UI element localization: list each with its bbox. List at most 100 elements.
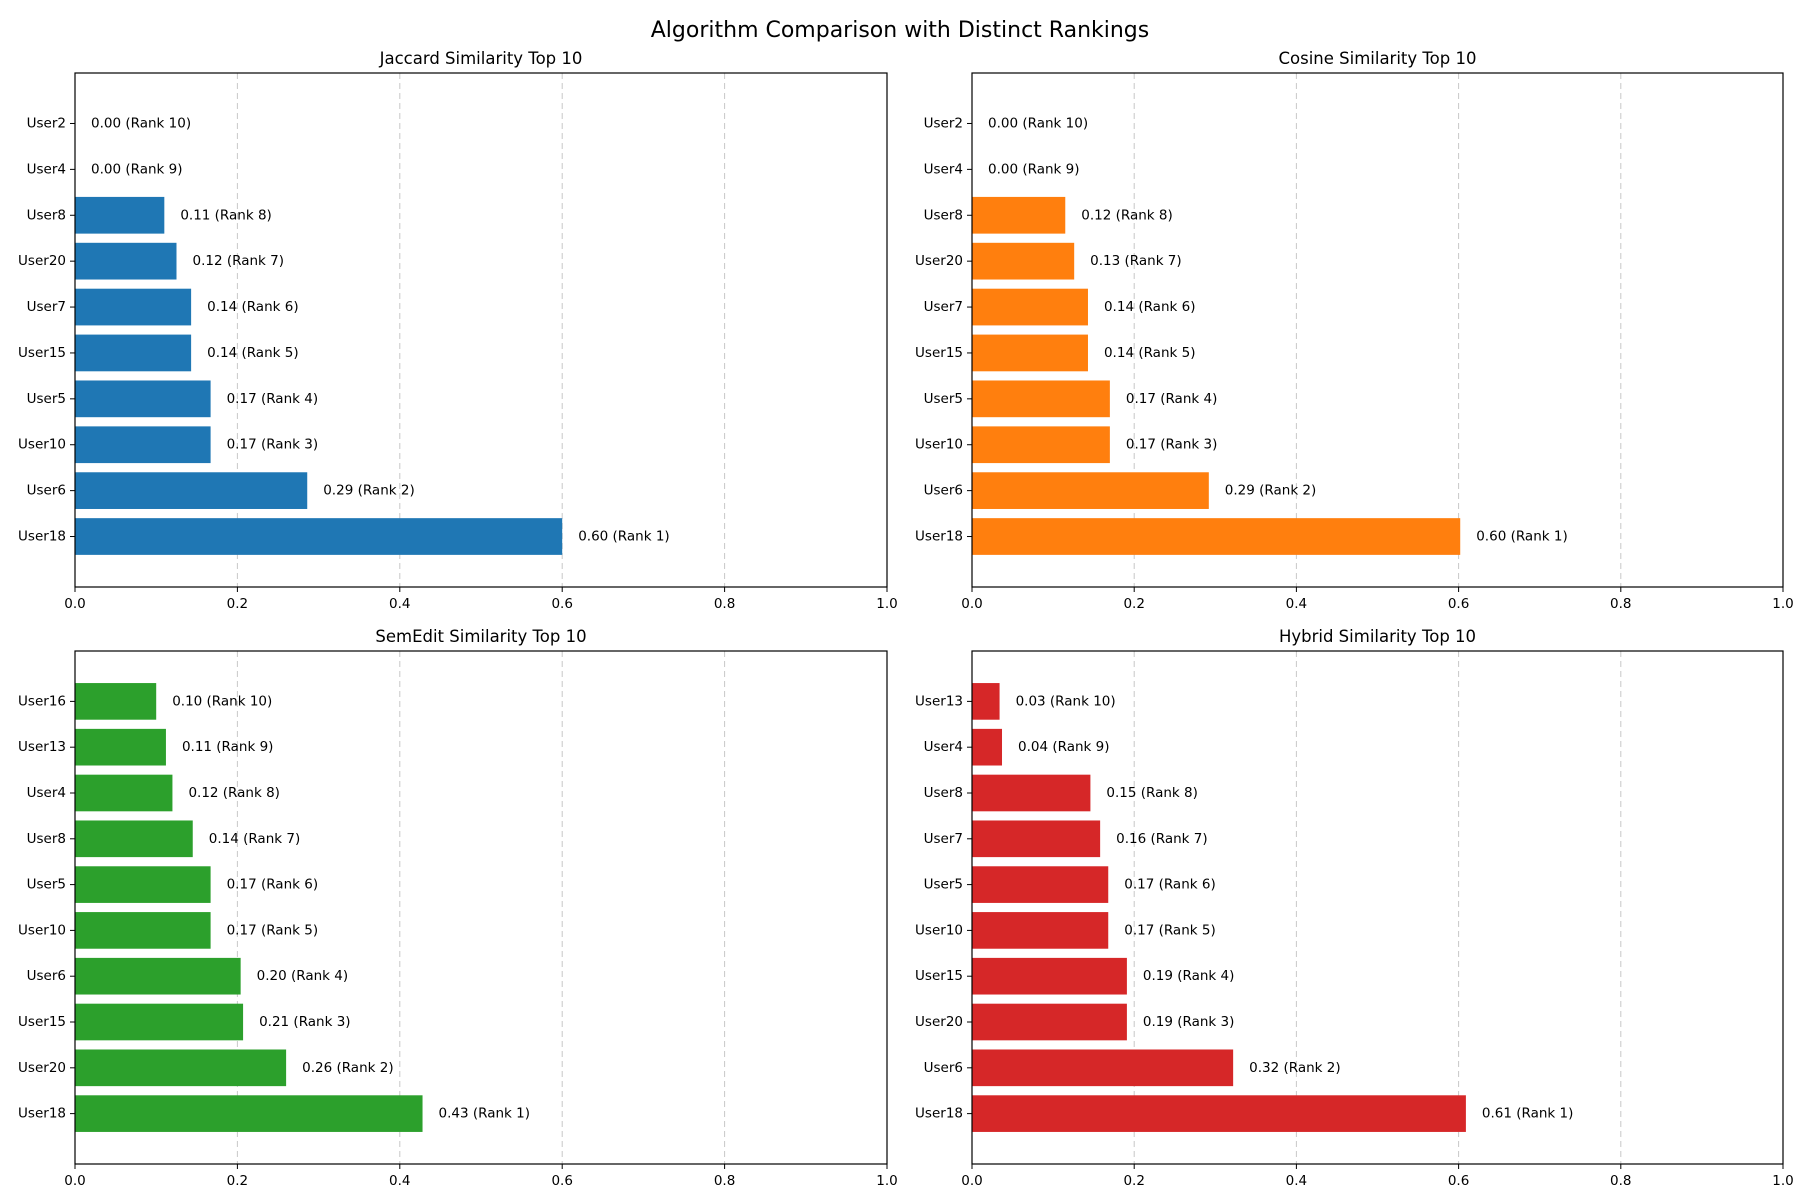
y-tick-label: User4 [27,161,66,177]
bar-user20 [75,1049,287,1087]
data-label: 0.17 (Rank 3) [1126,437,1218,453]
x-tick-label: 0.4 [389,1173,410,1189]
bar-user10 [972,912,1109,949]
bar-user7 [972,820,1101,858]
bar-user20 [75,242,177,280]
data-label: 0.15 (Rank 8) [1106,785,1198,801]
data-label: 0.03 (Rank 10) [1016,693,1116,709]
y-tick-label: User15 [18,345,66,361]
y-tick-label: User4 [924,161,963,177]
axes-frame [74,650,888,1165]
bar-user15 [75,334,192,372]
bar-user6 [75,957,241,995]
bar-user6 [972,1049,1234,1087]
axes-frame [74,72,888,588]
y-tick-label: User18 [915,529,963,545]
y-tick-label: User7 [924,299,963,315]
y-tick-label: User10 [915,437,963,453]
bar-user10 [75,912,211,949]
y-tick-label: User15 [915,345,963,361]
chart-title: Hybrid Similarity Top 10 [1279,627,1476,646]
x-tick-label: 0.4 [1286,1173,1307,1189]
y-tick-label: User8 [27,831,66,847]
bar-user15 [972,957,1127,995]
data-label: 0.11 (Rank 9) [182,739,274,755]
data-label: 0.32 (Rank 2) [1249,1060,1341,1076]
x-tick-label: 0.2 [227,596,248,612]
y-tick-label: User8 [924,207,963,223]
data-label: 0.17 (Rank 3) [227,437,319,453]
y-tick-label: User20 [18,1060,66,1076]
x-tick-label: 0.8 [1610,1173,1631,1189]
data-label: 0.20 (Rank 4) [257,968,349,984]
y-tick-label: User18 [18,529,66,545]
y-tick-label: User10 [18,922,66,938]
bar-user8 [75,820,193,858]
y-tick-label: User15 [18,1014,66,1030]
bar-user13 [75,728,166,766]
data-label: 0.12 (Rank 8) [1081,207,1173,223]
chart-title: Jaccard Similarity Top 10 [379,49,583,68]
y-tick-label: User4 [924,739,963,755]
y-tick-label: User16 [18,693,66,709]
bar-user6 [75,472,308,509]
y-tick-label: User5 [27,391,66,407]
chart-panel-hybrid-similarity: User13 0.03 (Rank 10) User4 0.04 (Rank 9) Us… [915,627,1794,1189]
bar-user5 [75,380,211,418]
bar-user18 [972,518,1461,555]
x-tick-label: 0.8 [714,1173,735,1189]
bar-user8 [75,196,165,234]
data-label: 0.19 (Rank 4) [1143,968,1235,984]
data-label: 0.19 (Rank 3) [1143,1014,1235,1030]
data-label: 0.00 (Rank 9) [988,161,1080,177]
data-label: 0.00 (Rank 10) [91,115,191,131]
x-tick-label: 0.6 [1448,596,1469,612]
x-tick-label: 0.2 [227,1173,248,1189]
x-tick-label: 0.0 [64,596,85,612]
y-tick-label: User13 [915,693,963,709]
data-label: 0.14 (Rank 5) [207,345,299,361]
x-tick-label: 0.6 [551,1173,572,1189]
y-tick-label: User6 [924,1060,963,1076]
chart-panel-jaccard-similarity: User2 0.00 (Rank 10) User4 0.00 (Rank 9) Use… [18,49,898,612]
y-tick-label: User5 [924,391,963,407]
y-tick-label: User4 [27,785,66,801]
y-tick-label: User20 [915,253,963,269]
data-label: 0.14 (Rank 6) [207,299,299,315]
data-label: 0.17 (Rank 4) [1126,391,1218,407]
bar-user4 [75,774,173,812]
data-label: 0.16 (Rank 7) [1116,831,1208,847]
axes-frame [971,72,1784,588]
bar-user18 [972,1095,1466,1132]
bar-user8 [972,774,1091,812]
x-tick-label: 0.2 [1123,1173,1144,1189]
bar-user15 [972,334,1088,372]
bar-user16 [75,683,157,720]
y-tick-label: User5 [27,877,66,893]
bar-user6 [972,472,1209,509]
x-tick-label: 0.0 [64,1173,85,1189]
data-label: 0.21 (Rank 3) [259,1014,351,1030]
x-tick-label: 0.0 [961,596,982,612]
y-tick-label: User15 [915,968,963,984]
data-label: 0.60 (Rank 1) [578,529,670,545]
bar-user4 [972,728,1003,766]
bar-user5 [75,866,211,903]
x-tick-label: 0.4 [389,596,410,612]
data-label: 0.43 (Rank 1) [439,1106,531,1122]
y-tick-label: User7 [924,831,963,847]
chart-panel-semedit-similarity: User16 0.10 (Rank 10) User13 0.11 (Rank 9) U… [18,627,898,1189]
y-tick-label: User6 [27,483,66,499]
y-tick-label: User18 [18,1106,66,1122]
data-label: 0.17 (Rank 6) [227,877,319,893]
figure-title: Algorithm Comparison with Distinct Ranki… [650,18,1150,43]
bar-user5 [972,380,1110,418]
chart-title: Cosine Similarity Top 10 [1279,49,1477,68]
bar-user20 [972,242,1075,280]
x-tick-label: 0.4 [1286,596,1307,612]
x-tick-label: 1.0 [876,1173,897,1189]
data-label: 0.00 (Rank 9) [91,161,183,177]
data-label: 0.12 (Rank 7) [193,253,285,269]
